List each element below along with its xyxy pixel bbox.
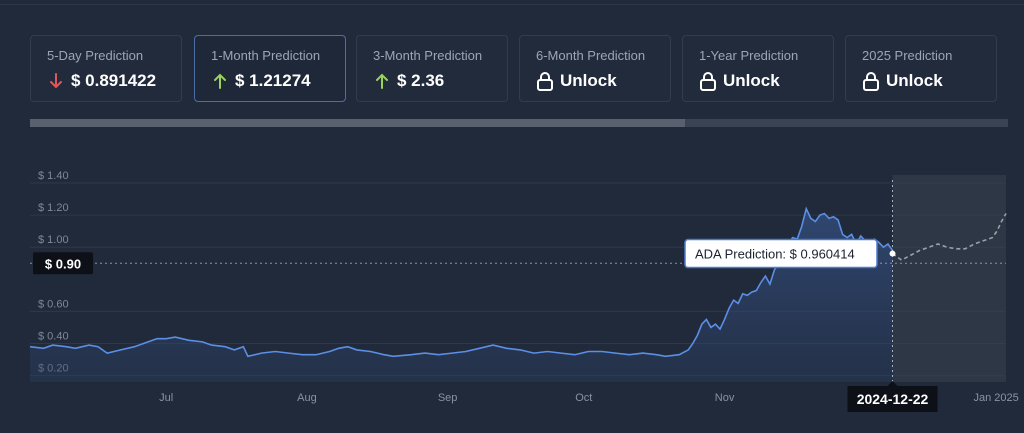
- price-chart: $ 0.20$ 0.40$ 0.60$ 1.00$ 1.20$ 1.40$ 0.…: [29, 170, 1019, 412]
- card-value: Unlock: [723, 71, 780, 90]
- y-tick-label: $ 1.20: [38, 202, 69, 214]
- x-tick-label: Jul: [159, 392, 173, 404]
- ref-label-box: [33, 252, 93, 275]
- lock-icon: [863, 72, 879, 91]
- lock-icon: [700, 72, 716, 91]
- card-value-row: $ 1.21274: [211, 71, 311, 91]
- x-tick-label: Oct: [575, 392, 592, 404]
- ref-label: $ 0.90: [45, 256, 81, 271]
- card-3-month[interactable]: 3-Month Prediction $ 2.36: [356, 35, 508, 102]
- card-label: 5-Day Prediction: [47, 48, 144, 63]
- x-tick-label: Jan 2025: [973, 392, 1018, 404]
- card-label: 1-Year Prediction: [699, 48, 799, 63]
- y-tick-label: $ 0.60: [38, 298, 69, 310]
- card-value: $ 0.891422: [71, 71, 157, 90]
- prediction-cards: 5-Day Prediction $ 0.891422 1-Month Pred…: [30, 35, 1008, 104]
- tooltip-text: ADA Prediction: $ 0.960414: [695, 247, 855, 262]
- arrow-down-icon: [50, 73, 62, 89]
- card-label: 1-Month Prediction: [211, 48, 321, 63]
- x-tick-label: Aug: [297, 392, 317, 404]
- history-area: [30, 208, 893, 382]
- card-value: Unlock: [886, 71, 943, 90]
- card-label: 6-Month Prediction: [536, 48, 646, 63]
- date-marker-box: [847, 386, 938, 412]
- card-value-row: $ 0.891422: [47, 71, 156, 91]
- card-value: $ 1.21274: [235, 71, 311, 90]
- card-5-day[interactable]: 5-Day Prediction $ 0.891422: [30, 35, 182, 102]
- y-tick-label: $ 0.40: [38, 330, 69, 342]
- card-2025[interactable]: 2025 Prediction Unlock: [845, 35, 997, 102]
- card-6-month[interactable]: 6-Month Prediction Unlock: [519, 35, 671, 102]
- y-tick-label: $ 1.40: [38, 170, 69, 182]
- card-1-month[interactable]: 1-Month Prediction $ 1.21274: [194, 35, 346, 102]
- card-value-row: Unlock: [699, 71, 780, 91]
- card-value-row: Unlock: [536, 71, 617, 91]
- card-value: Unlock: [560, 71, 617, 90]
- date-marker-pointer: [887, 381, 898, 386]
- x-tick-label: Nov: [715, 392, 735, 404]
- card-value-row: $ 2.36: [373, 71, 444, 91]
- cards-scrollbar[interactable]: [30, 119, 1008, 127]
- card-label: 2025 Prediction: [862, 48, 953, 63]
- card-value-row: Unlock: [862, 71, 943, 91]
- card-value: $ 2.36: [397, 71, 445, 90]
- hover-point: [889, 250, 896, 257]
- scrollbar-thumb[interactable]: [30, 119, 685, 127]
- prediction-line: [892, 213, 1007, 261]
- tooltip-box: [684, 238, 878, 269]
- history-line: [29, 206, 894, 358]
- arrow-up-icon: [214, 73, 226, 89]
- card-label: 3-Month Prediction: [373, 48, 483, 63]
- x-tick-label: Sep: [438, 392, 458, 404]
- card-1-year[interactable]: 1-Year Prediction Unlock: [682, 35, 834, 102]
- arrow-up-icon: [376, 73, 388, 89]
- y-tick-label: $ 1.00: [38, 234, 69, 246]
- lock-icon: [537, 72, 553, 91]
- top-divider: [0, 4, 1024, 10]
- prediction-region: [892, 175, 1006, 382]
- date-marker-label: 2024-12-22: [857, 391, 929, 407]
